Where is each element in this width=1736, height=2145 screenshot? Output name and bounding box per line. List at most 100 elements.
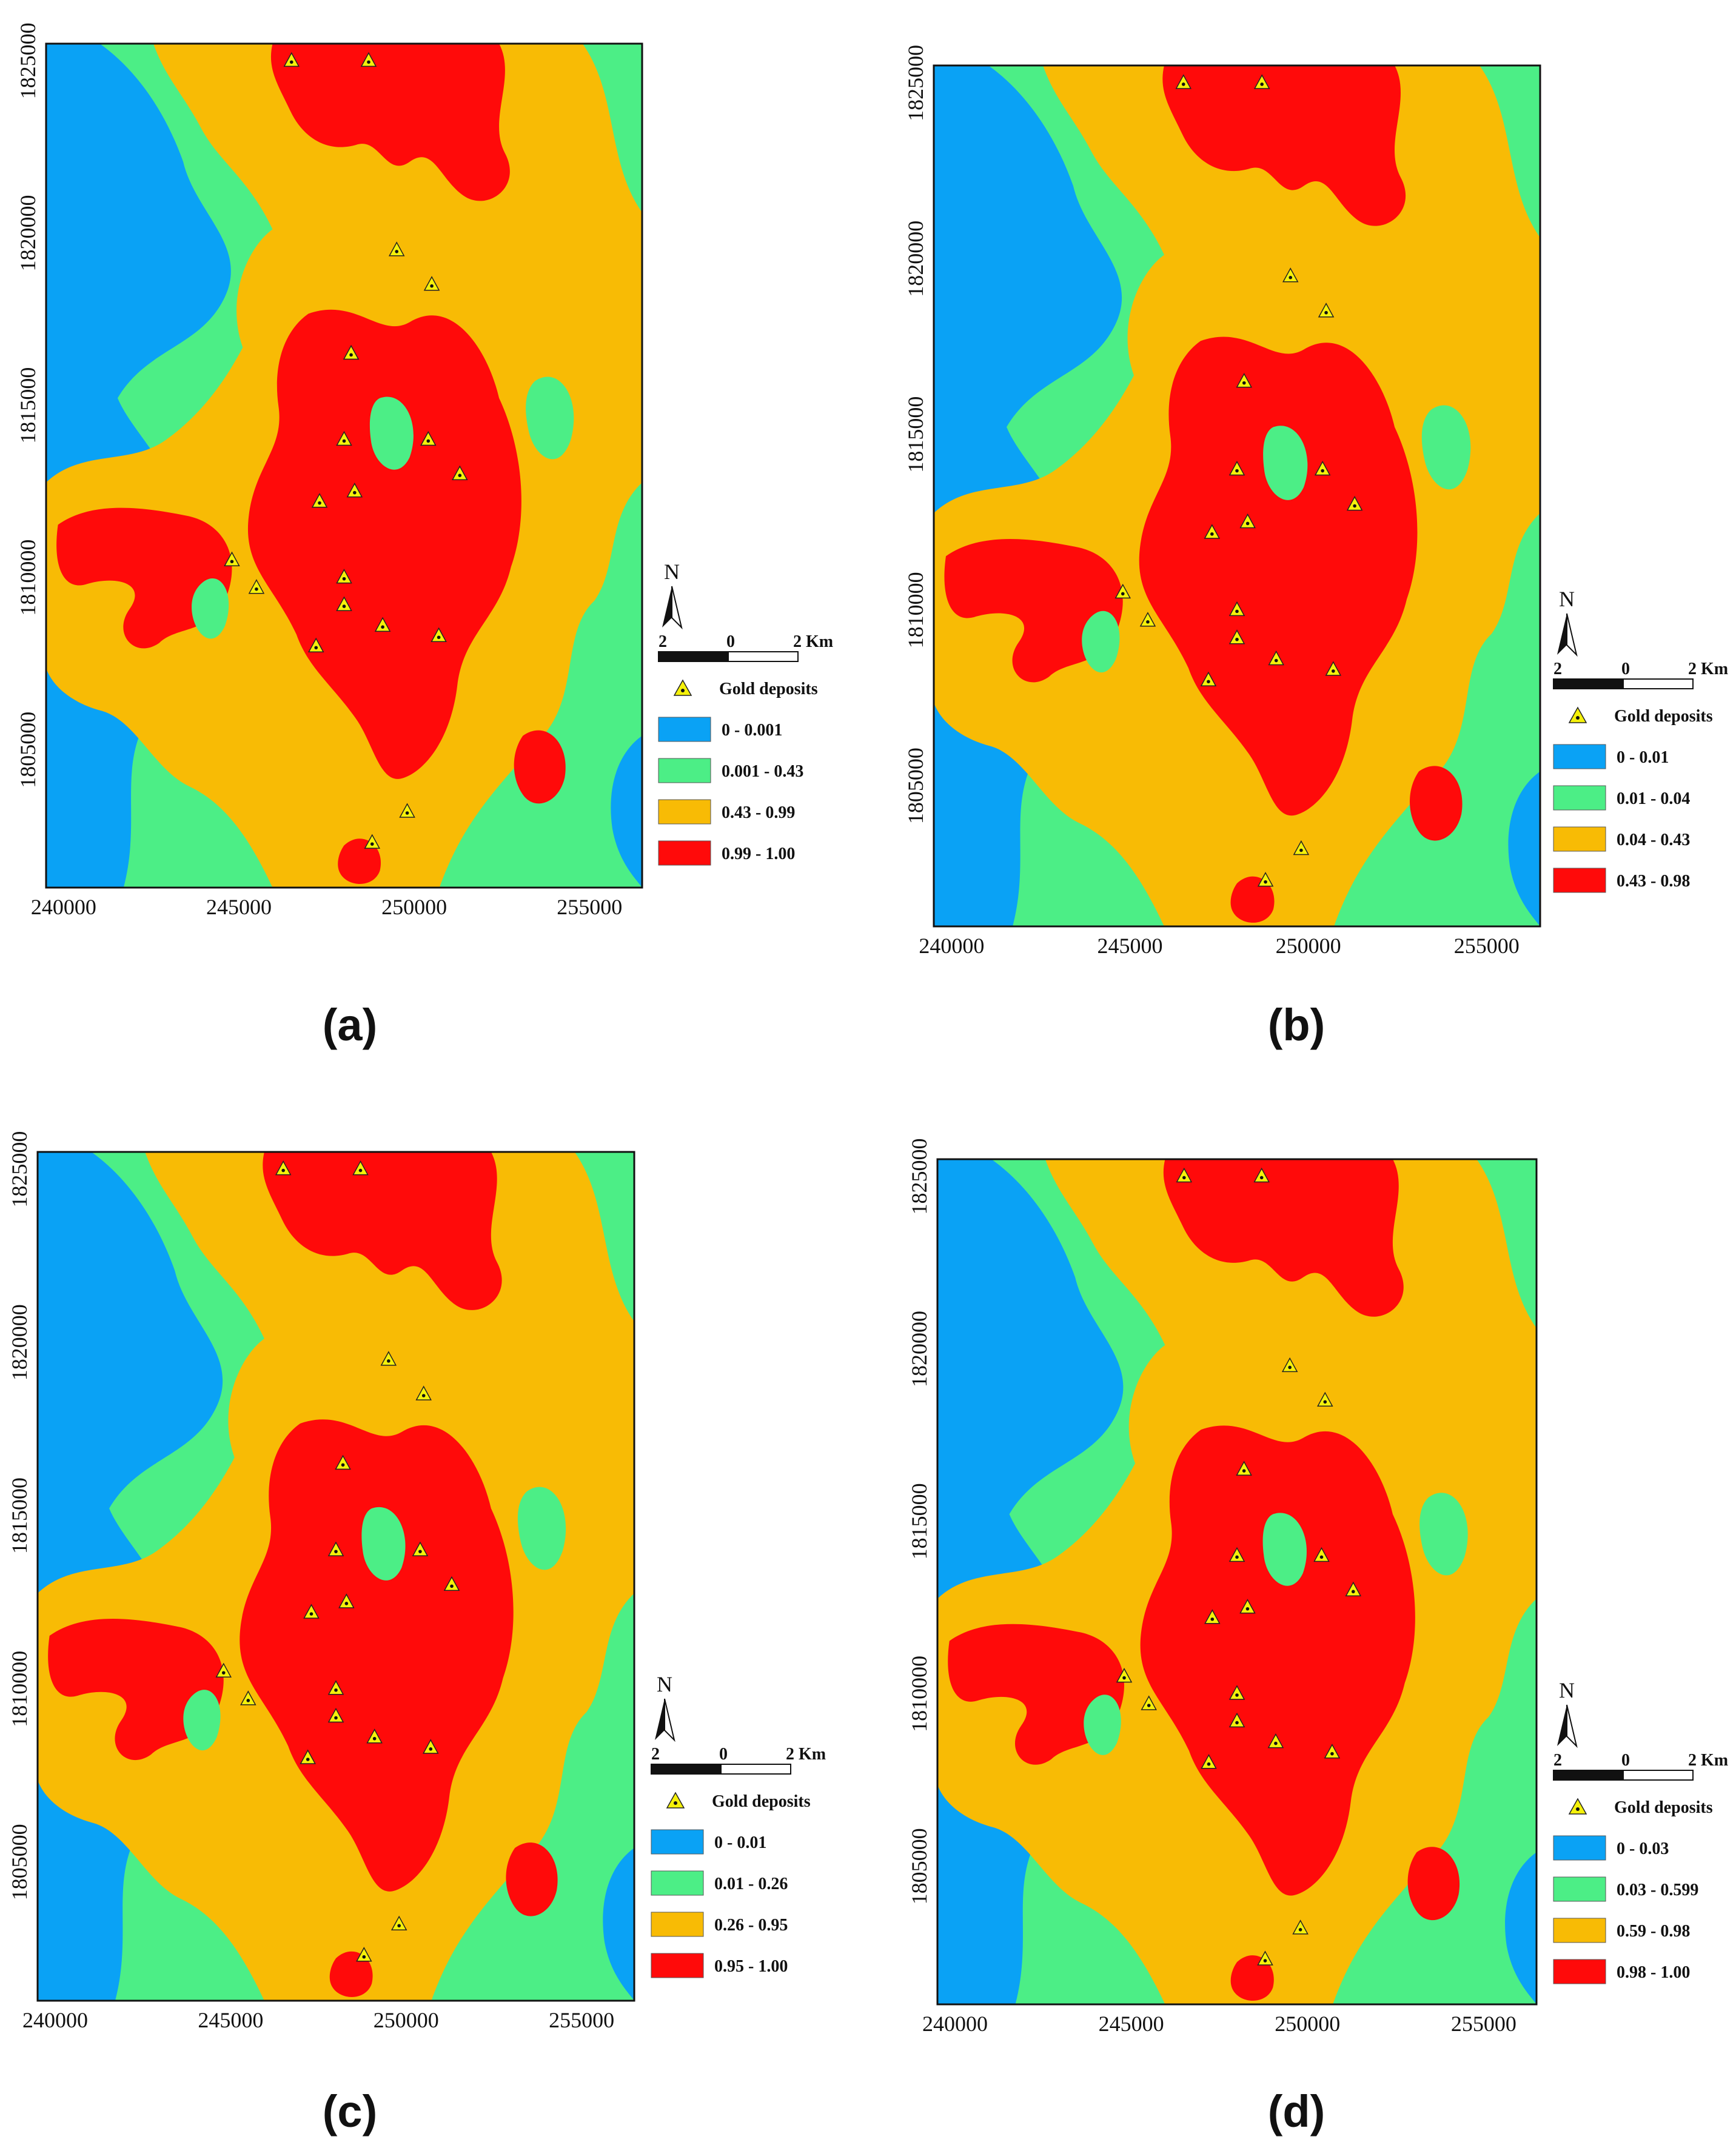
y-tick-label: 1810000	[7, 1651, 32, 1727]
legend-swatch	[651, 1829, 704, 1855]
gold-deposit-icon	[1257, 1950, 1273, 1966]
legend-class-label: 0.98 - 1.00	[1617, 1963, 1690, 1982]
gold-deposit-icon	[374, 617, 391, 632]
x-tick-label: 245000	[1099, 2012, 1164, 2036]
legend-deposit-label: Gold deposits	[1614, 1798, 1713, 1817]
zone-blueSE	[1505, 1852, 1537, 2004]
gold-deposit-icon	[1267, 1733, 1284, 1748]
north-arrow-icon	[655, 1698, 675, 1742]
zone-greenBlob1	[1262, 1513, 1307, 1586]
legend-swatch	[658, 717, 711, 742]
legend-deposit-icon	[1568, 1798, 1587, 1815]
gold-deposit-icon	[327, 1680, 344, 1695]
y-tick-label: 1815000	[16, 367, 40, 444]
y-tick-label: 1825000	[16, 22, 40, 99]
map-area	[937, 1159, 1537, 2004]
gold-deposit-icon	[1281, 1357, 1298, 1373]
y-tick-label: 1810000	[907, 1656, 931, 1732]
zone-blueSE	[1508, 771, 1540, 926]
x-tick-label: 250000	[381, 895, 447, 919]
panel-label: (b)	[1268, 1000, 1325, 1050]
x-tick-label: 255000	[1451, 2012, 1516, 2036]
zone-redSE	[506, 1842, 558, 1916]
gold-deposit-icon	[327, 1707, 344, 1723]
zone-greenBlob3	[1082, 611, 1120, 673]
legend-swatch	[658, 799, 711, 825]
y-tick-label: 1815000	[903, 397, 928, 473]
y-tick-label: 1820000	[903, 221, 928, 297]
gold-deposit-icon	[1257, 872, 1274, 887]
zone-greenBlob1	[361, 1507, 406, 1581]
x-tick-label: 245000	[198, 2008, 263, 2032]
gold-deposit-icon	[1325, 661, 1342, 676]
legend-class-label: 0.95 - 1.00	[714, 1957, 788, 1976]
y-tick-label: 1820000	[7, 1304, 32, 1380]
legend-swatch	[1553, 868, 1606, 893]
gold-deposit-icon	[1141, 1695, 1157, 1710]
zone-redTop	[263, 1152, 502, 1310]
y-tick-label: 1805000	[16, 712, 40, 788]
gold-deposit-icon	[1228, 1712, 1245, 1728]
gold-deposit-icon	[336, 596, 352, 611]
x-tick-label: 240000	[919, 934, 984, 958]
gold-deposit-icon	[1228, 1547, 1245, 1562]
zone-blueSE	[611, 735, 642, 888]
gold-deposit-icon	[1239, 513, 1256, 529]
gold-deposit-icon	[1236, 1461, 1252, 1476]
legend-class-label: 0.99 - 1.00	[722, 845, 795, 863]
zone-redCore	[1140, 1425, 1415, 1896]
scale-bar	[651, 1764, 791, 1775]
gold-deposit-icon	[366, 1728, 383, 1744]
y-tick-label: 1815000	[7, 1477, 32, 1554]
gold-deposit-icon	[423, 1739, 439, 1754]
x-tick-label: 240000	[922, 2012, 988, 2036]
gold-deposit-icon	[356, 1947, 372, 1962]
gold-deposit-icon	[1175, 74, 1192, 89]
scale-label-right: 2 Km	[793, 632, 833, 651]
gold-deposit-icon	[1201, 1754, 1217, 1769]
gold-deposit-icon	[1314, 460, 1331, 476]
legend-deposit-label: Gold deposits	[719, 680, 818, 698]
zone-redCore	[1139, 336, 1418, 816]
y-tick-label: 1805000	[907, 1828, 931, 1904]
x-tick-label: 240000	[31, 895, 96, 919]
legend-deposit-label: Gold deposits	[1614, 707, 1713, 726]
north-label: N	[664, 560, 680, 584]
legend-class-label: 0.43 - 0.99	[722, 803, 795, 822]
gold-deposit-icon	[1318, 303, 1335, 318]
y-tick-label: 1805000	[903, 748, 928, 824]
legend-deposit-icon	[666, 1792, 685, 1809]
gold-deposit-icon	[248, 579, 265, 594]
gold-deposit-icon	[415, 1385, 432, 1400]
zone-redSouth	[1230, 1955, 1274, 2001]
gold-deposit-icon	[364, 834, 381, 849]
legend-class-label: 0.01 - 0.26	[714, 1875, 788, 1893]
gold-deposit-icon	[1293, 840, 1310, 855]
gold-deposit-icon	[1114, 583, 1131, 599]
panel-label: (c)	[323, 2086, 377, 2137]
gold-deposit-icon	[1345, 1581, 1362, 1596]
panel-label: (a)	[323, 1000, 377, 1050]
legend-swatch	[1553, 1959, 1606, 1984]
zone-redSE	[1410, 766, 1463, 841]
zone-greenBlob2	[526, 376, 574, 460]
zone-redSE	[1407, 1847, 1460, 1921]
x-tick-label: 250000	[1275, 2012, 1340, 2036]
gold-deposit-icon	[1228, 601, 1245, 617]
gold-deposit-icon	[399, 803, 415, 818]
gold-deposit-icon	[431, 627, 447, 642]
gold-deposit-icon	[1282, 267, 1299, 283]
north-arrow-icon	[1557, 1704, 1578, 1748]
legend-class-label: 0.43 - 0.98	[1617, 872, 1690, 891]
gold-deposit-icon	[1116, 1667, 1133, 1683]
y-tick-label: 1810000	[16, 540, 40, 616]
scale-label-left: 2	[659, 632, 667, 651]
zone-redCore	[240, 1419, 514, 1892]
gold-deposit-icon	[360, 52, 377, 67]
scale-bar	[1553, 678, 1694, 689]
gold-deposit-icon	[283, 52, 300, 67]
zone-greenBlob2	[1421, 405, 1471, 490]
legend-class-label: 0.59 - 0.98	[1617, 1922, 1690, 1941]
scale-label-left: 2	[651, 1745, 660, 1764]
